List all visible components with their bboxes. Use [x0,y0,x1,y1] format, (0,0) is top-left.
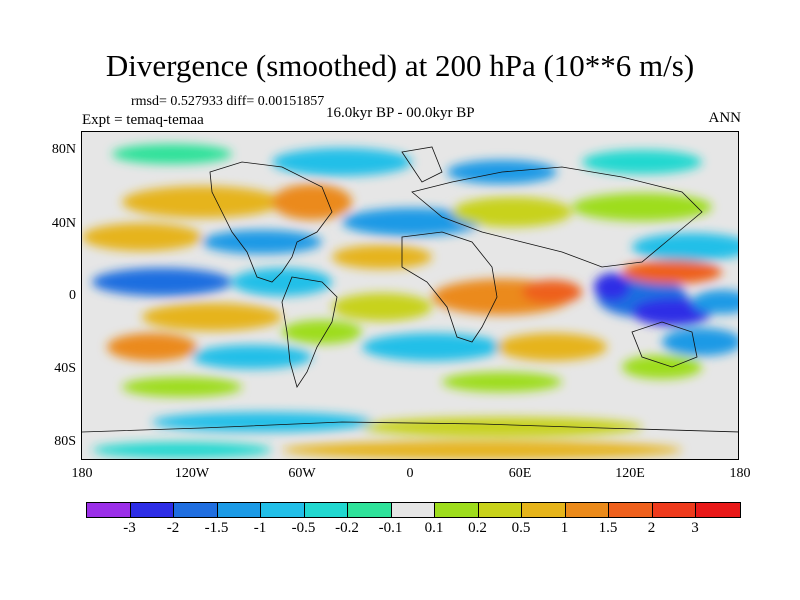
field-region [332,245,432,269]
colorbar-box [130,503,174,517]
map-plot-area [81,131,739,460]
x-label-60w: 60W [288,466,316,481]
field-region [142,303,282,331]
season-label: ANN [708,110,742,126]
field-region [362,333,502,361]
field-region [632,233,738,261]
field-region [282,320,362,344]
field-region [92,442,272,458]
x-label-0: 0 [406,466,414,481]
colorbar-label: 0.2 [468,520,487,536]
colorbar-label: 2 [647,520,656,536]
field-region [622,355,702,379]
colorbar-box [478,503,522,517]
field-region [107,333,197,361]
field-region [692,290,738,314]
coastline-eurasia [411,166,703,268]
field-region [112,144,232,164]
colorbar-label: -1.5 [204,520,229,536]
y-label-40s: 40S [54,361,76,376]
field-blobs [82,144,738,459]
field-region [572,193,712,221]
x-label-120w: 120W [174,466,210,481]
colorbar-box [174,503,218,517]
colorbar-label: 0.5 [511,520,531,536]
field-region [122,186,282,218]
field-region [332,293,432,321]
y-label-80n: 80N [51,142,76,157]
coastlines [82,146,738,433]
colorbar-box [696,503,740,517]
coastline-antarctica [82,421,738,433]
stats-text: rmsd= 0.527933 diff= 0.00151857 [131,94,325,109]
field-region [232,268,332,296]
field-region [632,298,712,326]
coastline-north-america [209,161,333,283]
colorbar [86,502,741,518]
field-region [202,230,322,254]
colorbar-box [652,503,696,517]
coastline-south-america [281,276,338,388]
field-region [452,197,572,227]
colorbar-box [348,503,392,517]
colorbar-label: -2 [166,520,180,536]
colorbar-box [522,503,566,517]
x-label-60e: 60E [508,466,532,481]
colorbar-label: -3 [123,520,136,536]
colorbar-label: 0.1 [424,520,444,536]
field-region [192,345,312,369]
colorbar-box [261,503,305,517]
colorbar-box [565,503,609,517]
colorbar-box [304,503,348,517]
colorbar-label: -0.5 [291,520,316,536]
field-region [92,268,232,296]
field-region [82,223,202,251]
x-label-120e: 120E [615,466,645,481]
coastline-africa [401,231,498,343]
field-region [622,260,722,284]
colorbar-label: 1 [560,520,569,536]
period-label: 16.0kyr BP - 00.0kyr BP [326,105,475,121]
field-region [662,328,738,356]
colorbar-label: -0.1 [378,520,403,536]
field-region [442,372,562,392]
x-label-180e: 180 [729,466,751,481]
plot-title: Divergence (smoothed) at 200 hPa (10**6 … [105,48,695,83]
x-label-180w: 180 [71,466,93,481]
colorbar-box [217,503,261,517]
field-region [272,184,352,220]
coastline-greenland [401,146,443,183]
field-region [122,377,242,397]
colorbar-box [609,503,653,517]
colorbar-label: 3 [691,520,699,536]
y-label-80s: 80S [54,434,76,449]
field-region [594,273,630,301]
colorbar-box [87,503,131,517]
colorbar-label: 1.5 [598,520,618,536]
colorbar-box [391,503,435,517]
field-region [582,150,702,174]
y-label-40n: 40N [51,216,76,231]
coastline-australia [631,321,698,368]
field-region [362,417,642,437]
field-region [272,148,412,176]
field-region [342,208,482,236]
colorbar-label: -1 [253,520,267,536]
experiment-label: Expt = temaq-temaa [82,112,204,128]
colorbar-box [435,503,479,517]
field-region [152,412,372,432]
field-region [282,441,682,459]
colorbar-label: -0.2 [335,520,359,536]
field-region [497,333,607,361]
map-svg [82,132,738,459]
y-label-0: 0 [69,288,76,303]
field-region [522,280,582,304]
